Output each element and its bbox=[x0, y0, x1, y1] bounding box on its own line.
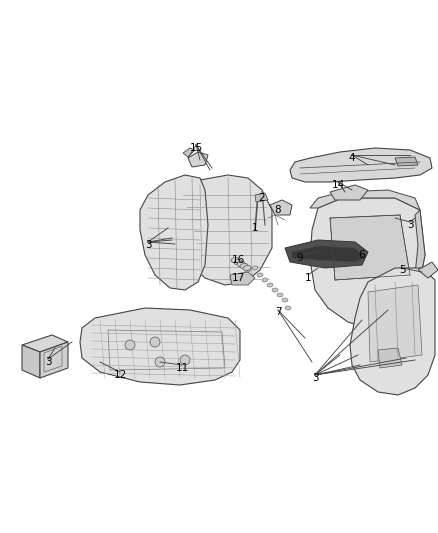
Polygon shape bbox=[230, 272, 255, 285]
Text: 14: 14 bbox=[332, 180, 345, 190]
Polygon shape bbox=[22, 335, 68, 352]
Text: 3: 3 bbox=[312, 373, 318, 383]
Polygon shape bbox=[405, 210, 425, 318]
Ellipse shape bbox=[285, 306, 291, 310]
Text: 1: 1 bbox=[305, 273, 311, 283]
Ellipse shape bbox=[257, 273, 263, 277]
Polygon shape bbox=[378, 348, 402, 368]
Ellipse shape bbox=[239, 263, 245, 267]
Text: 12: 12 bbox=[113, 370, 127, 380]
Ellipse shape bbox=[272, 288, 278, 292]
Polygon shape bbox=[140, 175, 208, 290]
Polygon shape bbox=[402, 352, 412, 372]
Ellipse shape bbox=[245, 268, 251, 272]
Text: 3: 3 bbox=[145, 240, 151, 250]
Polygon shape bbox=[310, 190, 420, 210]
Text: 3: 3 bbox=[407, 220, 413, 230]
Polygon shape bbox=[270, 200, 292, 215]
Text: 7: 7 bbox=[275, 307, 281, 317]
Circle shape bbox=[180, 355, 190, 365]
Polygon shape bbox=[418, 262, 438, 278]
Polygon shape bbox=[368, 285, 422, 362]
Text: 1: 1 bbox=[252, 223, 258, 233]
Polygon shape bbox=[172, 175, 272, 285]
Polygon shape bbox=[22, 345, 40, 378]
Ellipse shape bbox=[277, 293, 283, 297]
Text: 5: 5 bbox=[399, 265, 405, 275]
Ellipse shape bbox=[282, 298, 288, 302]
Ellipse shape bbox=[267, 283, 273, 287]
Ellipse shape bbox=[240, 263, 248, 269]
Polygon shape bbox=[80, 308, 240, 385]
Polygon shape bbox=[255, 193, 268, 202]
Polygon shape bbox=[330, 215, 410, 280]
Text: 3: 3 bbox=[45, 357, 51, 367]
Text: 15: 15 bbox=[189, 143, 203, 153]
Polygon shape bbox=[292, 246, 365, 262]
Text: 2: 2 bbox=[259, 193, 265, 203]
Polygon shape bbox=[183, 148, 195, 157]
Polygon shape bbox=[350, 268, 435, 395]
Ellipse shape bbox=[252, 266, 258, 270]
Polygon shape bbox=[310, 198, 425, 328]
Polygon shape bbox=[290, 148, 432, 182]
Text: 16: 16 bbox=[231, 255, 245, 265]
Circle shape bbox=[150, 337, 160, 347]
Text: 4: 4 bbox=[349, 153, 355, 163]
Ellipse shape bbox=[231, 257, 239, 263]
Circle shape bbox=[125, 340, 135, 350]
Ellipse shape bbox=[237, 262, 245, 266]
Polygon shape bbox=[285, 240, 368, 268]
Text: 17: 17 bbox=[231, 273, 245, 283]
Text: 8: 8 bbox=[275, 205, 281, 215]
Polygon shape bbox=[330, 185, 368, 200]
Polygon shape bbox=[188, 152, 208, 167]
Polygon shape bbox=[395, 157, 418, 166]
Ellipse shape bbox=[234, 260, 242, 264]
Polygon shape bbox=[405, 346, 432, 362]
Ellipse shape bbox=[243, 265, 251, 271]
Polygon shape bbox=[40, 342, 68, 378]
Ellipse shape bbox=[262, 278, 268, 282]
Text: 6: 6 bbox=[359, 250, 365, 260]
Text: 9: 9 bbox=[297, 253, 303, 263]
Circle shape bbox=[155, 357, 165, 367]
Text: 11: 11 bbox=[175, 363, 189, 373]
